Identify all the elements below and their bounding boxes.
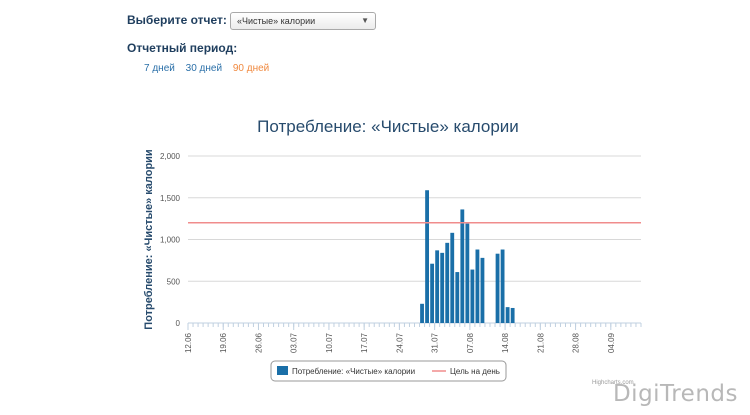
y-tick-label: 500: [167, 277, 181, 286]
x-tick-label: 04.09: [607, 332, 616, 353]
x-tick-label: 28.08: [572, 332, 581, 353]
bar: [465, 223, 470, 323]
y-tick-label: 1,500: [160, 194, 181, 203]
bar: [435, 250, 440, 323]
report-label: Выберите отчет:: [127, 13, 227, 27]
x-tick-label: 19.06: [219, 332, 228, 353]
y-tick-label: 0: [176, 319, 181, 328]
legend-swatch-bars: [277, 366, 288, 375]
y-axis-title: Потребление: «Чистые» калории: [143, 149, 155, 329]
chevron-down-icon: ▼: [361, 16, 369, 25]
bar: [430, 263, 435, 323]
bar: [495, 253, 500, 323]
x-tick-label: 07.08: [466, 332, 475, 353]
bar: [440, 252, 445, 323]
report-row: Выберите отчет:: [127, 13, 227, 27]
x-tick-label: 26.06: [254, 332, 263, 353]
period-label: Отчетный период:: [127, 41, 238, 55]
period-90-days-link[interactable]: 90 дней: [232, 63, 270, 74]
bar: [510, 307, 515, 323]
report-select-value: «Чистые» калории: [237, 16, 316, 26]
bar: [475, 249, 480, 323]
bar: [455, 272, 460, 323]
x-tick-label: 24.07: [395, 332, 404, 353]
bar: [480, 257, 485, 323]
x-tick-label: 14.08: [501, 332, 510, 353]
legend-label-goal: Цель на день: [450, 367, 500, 376]
report-select[interactable]: «Чистые» калории ▼: [230, 12, 376, 30]
y-tick-label: 1,000: [160, 236, 181, 245]
y-tick-label: 2,000: [160, 152, 181, 161]
x-tick-label: 10.07: [325, 332, 334, 353]
digitrends-watermark: DigiTrends: [612, 381, 738, 407]
bar: [460, 209, 465, 323]
period-7-days-link[interactable]: 7 дней: [144, 63, 175, 74]
period-30-days-link[interactable]: 30 дней: [185, 63, 223, 74]
x-tick-label: 31.07: [431, 332, 440, 353]
bar: [470, 269, 475, 323]
x-tick-label: 03.07: [290, 332, 299, 353]
chart-title: Потребление: «Чистые» калории: [257, 117, 519, 136]
bar: [505, 307, 510, 323]
legend-label-series: Потребление: «Чистые» калории: [292, 367, 415, 376]
legend-box: [270, 360, 507, 382]
x-tick-label: 12.06: [184, 332, 193, 353]
bar: [420, 303, 424, 323]
highcharts-credits[interactable]: Highcharts.com: [592, 380, 634, 386]
x-tick-label: 17.07: [360, 332, 369, 353]
bar: [445, 242, 450, 323]
bar: [425, 190, 429, 323]
x-tick-label: 21.08: [536, 332, 545, 353]
period-options: 7 дней 30 дней 90 дней: [144, 63, 277, 74]
bar: [450, 232, 455, 323]
bar: [500, 249, 505, 323]
